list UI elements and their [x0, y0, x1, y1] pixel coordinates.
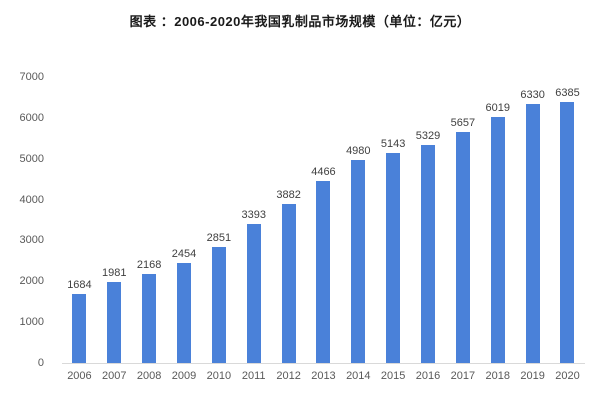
bar-column: 5657	[445, 117, 480, 363]
y-axis: 0 1000 2000 3000 4000 5000 6000 7000	[0, 71, 52, 369]
x-tick-label: 2020	[555, 370, 580, 382]
bar-column: 6019	[480, 102, 515, 363]
bar-value-label: 5143	[380, 138, 406, 150]
bar	[421, 145, 436, 363]
bar-value-label: 5657	[450, 117, 476, 129]
bar-column: 1981	[97, 267, 132, 363]
bar-value-label: 6019	[485, 102, 510, 114]
bar	[142, 274, 157, 363]
bar-value-label: 4980	[346, 145, 371, 157]
x-tick-label: 2009	[171, 370, 197, 382]
bar	[316, 181, 331, 363]
y-tick-label: 3000	[19, 234, 44, 247]
bar-value-label: 1981	[102, 267, 127, 279]
bar-value-label: 2168	[136, 259, 162, 271]
bar-series: 1684 1981 2168 2454 2851 3393 3882 4466 4980 5143…	[62, 77, 585, 363]
bar	[490, 117, 505, 363]
x-tick-label: 2007	[102, 370, 127, 382]
bar-column: 5143	[376, 138, 411, 363]
bar-value-label: 6330	[520, 89, 545, 101]
x-tick-label: 2012	[276, 370, 301, 382]
bar-column: 3882	[271, 189, 306, 363]
bar-column: 6330	[515, 89, 550, 363]
y-tick-label: 1000	[19, 316, 44, 329]
x-tick-label: 2019	[520, 370, 545, 382]
bar-column: 5329	[411, 130, 446, 363]
bar-value-label: 2454	[171, 248, 197, 260]
bar-value-label: 1684	[67, 279, 92, 291]
bar-value-label: 5329	[415, 130, 441, 142]
x-tick-label: 2018	[485, 370, 510, 382]
bar	[455, 132, 470, 363]
x-tick-label: 2011	[241, 370, 266, 382]
bar-value-label: 2851	[206, 232, 232, 244]
x-tick-label: 2014	[346, 370, 371, 382]
bar-column: 6385	[550, 87, 585, 363]
x-tick-label: 2016	[415, 370, 441, 382]
bar-column: 3393	[236, 209, 271, 363]
bar	[386, 153, 401, 363]
y-tick-label: 6000	[19, 111, 44, 124]
x-tick-label: 2015	[380, 370, 406, 382]
bar	[281, 204, 296, 363]
bar	[560, 102, 575, 363]
bar-column: 4980	[341, 145, 376, 363]
bar	[246, 224, 261, 363]
bar	[72, 294, 87, 363]
x-axis: 2006 2007 2008 2009 2010 2011 2012 2013 2014 2015…	[62, 370, 585, 382]
y-tick-label: 4000	[19, 193, 44, 206]
x-tick-label: 2010	[206, 370, 232, 382]
bar-column: 2454	[167, 248, 202, 363]
x-tick-label: 2008	[136, 370, 162, 382]
y-tick-label: 2000	[19, 275, 44, 288]
x-tick-label: 2006	[67, 370, 92, 382]
bar-value-label: 6385	[555, 87, 580, 99]
chart-title: 图表 ：2006-2020年我国乳制品市场规模（单位：亿元）	[129, 14, 471, 29]
bar	[211, 247, 226, 363]
bar	[351, 160, 366, 363]
x-tick-label: 2013	[311, 370, 336, 382]
bar	[525, 104, 540, 363]
x-tick-label: 2017	[450, 370, 476, 382]
bar	[177, 263, 191, 363]
bar-value-label: 4466	[311, 166, 336, 178]
y-tick-label: 0	[37, 357, 44, 369]
plot-area: 1684 1981 2168 2454 2851 3393 3882 4466 4980 5143…	[62, 77, 585, 364]
bar-column: 2168	[132, 259, 167, 363]
bar-column: 1684	[62, 279, 97, 363]
bar	[107, 282, 122, 363]
bar-value-label: 3393	[241, 209, 266, 221]
bar-column: 4466	[306, 166, 341, 363]
bar-value-label: 3882	[276, 189, 301, 201]
y-tick-label: 5000	[19, 152, 44, 165]
y-tick-label: 7000	[19, 71, 44, 83]
bar-column: 2851	[201, 232, 236, 363]
